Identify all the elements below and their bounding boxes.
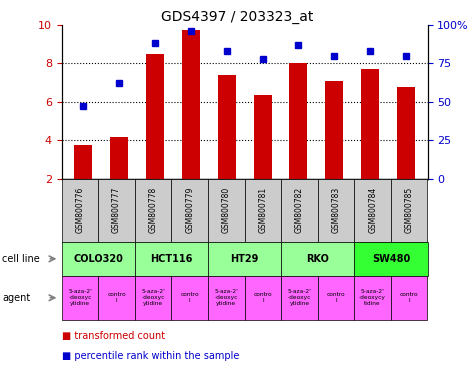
Bar (74, 145, 92, 179)
Text: ■ percentile rank within the sample: ■ percentile rank within the sample (62, 351, 239, 361)
Text: GSM800779: GSM800779 (185, 187, 194, 233)
Text: HT29: HT29 (230, 254, 259, 264)
Text: 5-aza-2'
-deoxyc
ytidine: 5-aza-2' -deoxyc ytidine (141, 290, 165, 306)
Text: ■ transformed count: ■ transformed count (62, 331, 165, 341)
Text: agent: agent (2, 293, 30, 303)
Bar (146, 54, 164, 179)
Bar (110, 137, 128, 179)
Text: contro
l: contro l (327, 292, 345, 303)
Text: GSM800781: GSM800781 (258, 187, 267, 233)
Text: 5-aza-2'
-deoxyc
ytidine: 5-aza-2' -deoxyc ytidine (214, 290, 238, 306)
Text: contro
l: contro l (400, 292, 418, 303)
Text: GSM800776: GSM800776 (76, 187, 85, 233)
Text: RKO: RKO (306, 254, 329, 264)
Text: contro
l: contro l (180, 292, 199, 303)
Bar (182, 30, 200, 179)
Text: 5-aza-2'
-deoxyc
ytidine: 5-aza-2' -deoxyc ytidine (68, 290, 92, 306)
Bar (325, 81, 343, 179)
Text: contro
l: contro l (107, 292, 126, 303)
Text: GSM800783: GSM800783 (332, 187, 341, 233)
Bar (361, 69, 379, 179)
Text: contro
l: contro l (254, 292, 272, 303)
Text: cell line: cell line (2, 254, 40, 264)
Text: GSM800782: GSM800782 (295, 187, 304, 233)
Text: SW480: SW480 (372, 254, 410, 264)
Text: GSM800785: GSM800785 (405, 187, 414, 233)
Bar (397, 88, 415, 179)
Text: GDS4397 / 203323_at: GDS4397 / 203323_at (162, 10, 314, 23)
Text: GSM800777: GSM800777 (112, 187, 121, 233)
Bar (218, 75, 236, 179)
Text: GSM800780: GSM800780 (222, 187, 231, 233)
Text: GSM800784: GSM800784 (368, 187, 377, 233)
Text: GSM800778: GSM800778 (149, 187, 158, 233)
Text: 5-aza-2'
-deoxycy
tidine: 5-aza-2' -deoxycy tidine (359, 290, 386, 306)
Bar (289, 63, 307, 179)
Bar (254, 95, 272, 179)
Text: COLO320: COLO320 (73, 254, 124, 264)
Text: HCT116: HCT116 (150, 254, 193, 264)
Text: 5-aza-2'
-deoxyc
ytidine: 5-aza-2' -deoxyc ytidine (287, 290, 312, 306)
